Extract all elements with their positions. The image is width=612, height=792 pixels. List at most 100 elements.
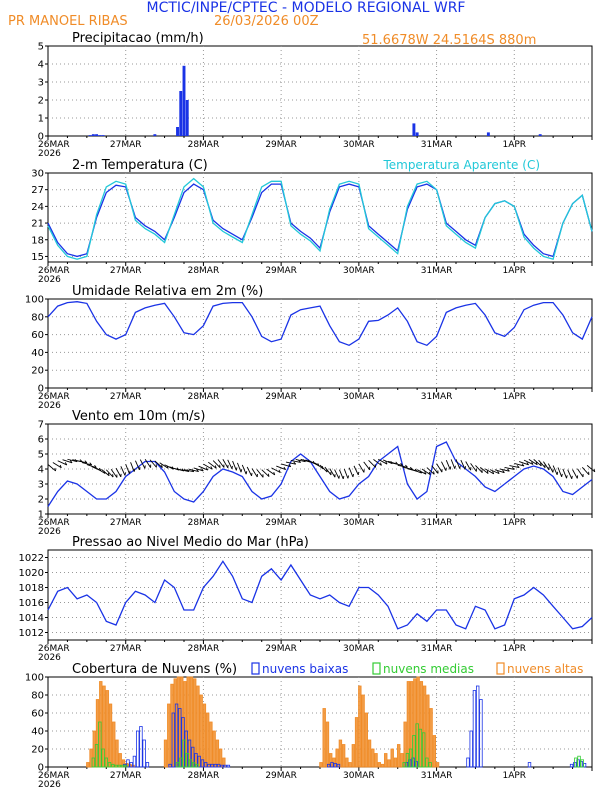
y-tick-label: 20 (31, 745, 44, 756)
x-year-label: 2026 (38, 780, 61, 790)
cloud-bar-green (94, 744, 99, 768)
y-tick-label: 60 (31, 709, 44, 720)
wind-barb (567, 469, 573, 479)
wind-barb (475, 465, 483, 474)
wind-barb (416, 469, 427, 475)
x-tick-label: 1APR (502, 266, 526, 276)
cloud-bar-green (182, 739, 186, 768)
cloud-bar-orange (361, 694, 365, 768)
wind-barb (52, 462, 62, 469)
cloud-bar-green (192, 762, 196, 768)
y-tick-label: 20 (31, 366, 44, 377)
wind-barb-head (214, 465, 217, 469)
x-tick-label: 31MAR (421, 266, 453, 276)
wind-barb (353, 465, 359, 476)
wind-barb-head (566, 475, 568, 479)
wind-barb-head (400, 462, 403, 466)
wind-barb-head (245, 471, 248, 475)
wind-barb (378, 458, 388, 465)
cloud-bar-green (179, 757, 183, 768)
wind-barb-head (283, 466, 286, 470)
wind-barb-head (347, 475, 350, 479)
wind-barb-head (486, 470, 489, 474)
wind-barb (96, 467, 106, 474)
wind-barb-head (89, 462, 93, 466)
cloud-bar-orange (215, 739, 220, 768)
wind-barb (339, 469, 344, 480)
cloud-bar-green (418, 728, 423, 768)
x-tick-label: 28MAR (188, 266, 220, 276)
wind-barb-head (288, 464, 292, 467)
wind-barb (193, 467, 204, 472)
wind-barb (290, 459, 301, 463)
cloud-bar-blue (135, 730, 140, 768)
precip-frame (47, 45, 593, 137)
cloud-bar-blue (479, 699, 483, 768)
wind-barb-head (535, 461, 538, 465)
x-tick-label: 30MAR (343, 140, 375, 150)
wind-barb (62, 459, 73, 464)
x-tick-label: 31MAR (421, 644, 453, 654)
y-tick-label: 40 (31, 727, 44, 738)
wind-barb-head (556, 471, 559, 475)
wind-barb (47, 464, 56, 472)
wind-barb-head (540, 462, 542, 467)
x-tick-label: 30MAR (343, 771, 375, 781)
wind-barb (470, 463, 477, 472)
wind-barb-head (128, 470, 131, 474)
wind-barb (183, 469, 194, 473)
cloud-bar-green (412, 735, 416, 768)
wind-barb (232, 460, 237, 471)
cloud-bar-green (421, 732, 426, 768)
cloud-bar-blue (145, 762, 150, 768)
wind-barb (130, 462, 135, 472)
wind-barb-head (511, 466, 515, 470)
cloud-bar-blue (200, 759, 205, 768)
cloud-bar-blue (126, 759, 130, 768)
x-tick-label: 31MAR (421, 518, 453, 528)
legend-swatch (251, 662, 260, 675)
wind-barb (392, 462, 403, 466)
wind-barb (295, 459, 306, 463)
wind-barb-head (385, 461, 388, 465)
y-tick-label: 1014 (19, 613, 44, 624)
y-tick-label: 100 (25, 673, 44, 684)
y-tick-label: 40 (31, 348, 44, 359)
cloud-bar-orange (426, 694, 430, 768)
wind-title: Vento em 10m (m/s) (72, 409, 205, 424)
wind-barb-head (571, 475, 573, 479)
x-tick-label: 29MAR (265, 140, 297, 150)
cloud-bar-orange (387, 759, 391, 768)
wind-barb-head (133, 468, 136, 472)
wind-barb (426, 467, 435, 475)
precip-bar (88, 135, 92, 136)
wind-panel: 26MAR 27MAR 28MAR 29MAR 30MAR 31MAR 1APR 2026 1 2… (38, 409, 596, 537)
x-tick-label: 29MAR (265, 266, 297, 276)
wind-barb-head (342, 475, 345, 480)
y-tick-label: 5 (38, 42, 44, 53)
wind-barb (402, 466, 413, 470)
wind-barb (159, 462, 169, 469)
y-tick-label: 6 (38, 435, 44, 446)
legend-swatch (372, 662, 381, 675)
wind-barb-head (521, 463, 525, 467)
legend-label-2: nuvens medias (383, 662, 474, 676)
wind-barb (373, 459, 382, 466)
x-tick-label: 30MAR (343, 518, 375, 528)
precip-title: Precipitacao (mm/h) (72, 31, 204, 46)
x-tick-label: 28MAR (188, 518, 220, 528)
x-tick-label: 26MAR (38, 266, 70, 276)
wind-barb (164, 464, 174, 470)
wind-barb (334, 469, 340, 479)
cloud-bar-blue (223, 764, 227, 768)
cloud-bar-blue (475, 685, 480, 768)
cloud-bar-green (580, 759, 584, 768)
wind-barb-head (69, 460, 73, 464)
clouds-frame (47, 676, 593, 768)
wind-barb-head (210, 466, 213, 470)
wind-barb (101, 469, 110, 477)
wind-barb-head (124, 472, 126, 476)
wind-barb-head (205, 467, 209, 471)
wind-barb (110, 469, 118, 478)
cloud-bar-orange (380, 763, 385, 768)
